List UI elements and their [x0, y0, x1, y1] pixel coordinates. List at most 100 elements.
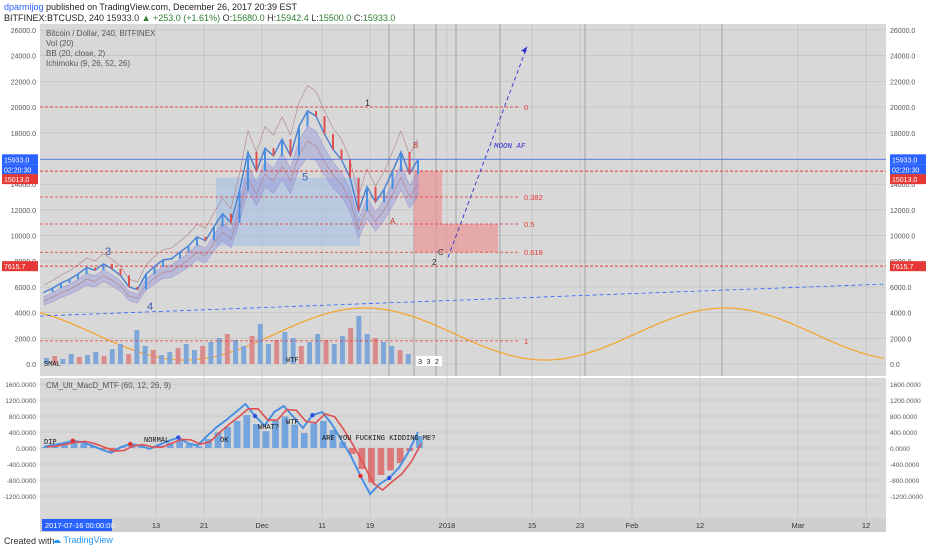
time-axis[interactable] [40, 518, 886, 532]
price-candle [315, 110, 317, 116]
last-price-tag-left-bg [2, 154, 38, 165]
macd-hist-bar [61, 444, 68, 448]
price-candle [68, 279, 71, 284]
price-candle [51, 288, 54, 293]
y-tick-right: 24000.0 [890, 54, 915, 61]
macd-hist-bar [320, 421, 327, 448]
volume-bar [150, 350, 156, 364]
macd-tick-right: 0.0000 [890, 446, 910, 453]
y-tick-right: 26000.0 [890, 28, 915, 35]
price-candle [179, 252, 181, 259]
price-pane[interactable] [40, 24, 886, 376]
x-tick: 12 [696, 521, 704, 530]
upper-level-tag-left-bg [2, 174, 38, 185]
y-tick-left: 4000.0 [15, 311, 37, 318]
wave-4: 4 [147, 301, 153, 313]
bb-lower [43, 140, 419, 301]
price-candle [162, 259, 164, 267]
y-tick-right: 6000.0 [890, 285, 912, 292]
volume-bar [405, 354, 411, 364]
price-candle [383, 189, 385, 203]
cross-dot [176, 435, 181, 440]
volume-bar [331, 344, 337, 364]
volume-bar [142, 346, 148, 364]
y-tick-left: 12000.0 [11, 208, 36, 215]
countdown-tag-left: 02:20:30 [4, 167, 31, 174]
macd-hist-bar [416, 436, 423, 448]
macd-hist-bar [214, 432, 222, 448]
macd-hist-bar [262, 431, 270, 448]
low-value: 15500.0 [318, 13, 352, 23]
macd-hist-bar [272, 421, 279, 448]
macd-hist-bar [42, 447, 49, 448]
price-candle [230, 213, 232, 223]
y-tick-right: 20000.0 [890, 105, 915, 112]
price-candle [153, 266, 156, 275]
price-candle [102, 263, 105, 271]
close-value: 15933.0 [362, 13, 396, 23]
volume-bar [241, 346, 247, 364]
sine-line [39, 307, 885, 361]
price-candle [85, 267, 88, 275]
tradingview-logo[interactable]: ☁ TradingView [52, 535, 113, 545]
macd-hist-bar [310, 423, 318, 448]
x-tick: Dec [255, 521, 269, 530]
price-candle [306, 110, 309, 127]
lower-level-tag-left-bg [2, 261, 38, 272]
macd-tick-right: 800.0000 [890, 414, 917, 421]
low-label: L: [311, 13, 319, 23]
vol-note-1: SMAL [44, 361, 61, 369]
price-candle [323, 116, 326, 135]
volume-bar [364, 334, 370, 364]
volume-bar [257, 324, 263, 364]
y-tick-left: 26000.0 [11, 28, 36, 35]
wave-c: C [438, 248, 444, 257]
macd-hist-bar [176, 440, 183, 448]
wave-1: 1 [365, 98, 370, 108]
volume-bar [52, 356, 58, 364]
volume-bar [224, 334, 230, 364]
fib-label: 0.382 [524, 193, 543, 202]
y-tick-left: 24000.0 [11, 54, 36, 61]
macd-hist-bar [166, 442, 174, 448]
fib-label: 0.618 [524, 248, 543, 257]
y-tick-left: 14000.0 [11, 182, 36, 189]
macd-hist-bar [253, 424, 260, 448]
legend-bb: BB (20, close, 2) [46, 49, 105, 58]
x-tick: 2018 [439, 521, 456, 530]
volume-bar [323, 340, 329, 364]
price-candle [187, 245, 190, 253]
annotations: MOON AF 1 3 4 5 A B C2 SMAL WTF 3 3 2 [44, 46, 528, 369]
macd-hist-bar [185, 444, 193, 448]
upper-level-tag-right-bg [890, 174, 926, 185]
macd-tick-left: 800.0000 [9, 414, 36, 421]
close-label: C: [353, 13, 363, 23]
fib-levels: 0 0.382 0.5 0.618 1 [40, 103, 886, 346]
price-candle [357, 177, 360, 212]
legend-macd: CM_Ult_MacD_MTF (60, 12, 26, 9) [46, 381, 171, 390]
volume-bar [208, 342, 214, 364]
volume-bar [85, 355, 90, 364]
chart-header: dparmijog published on TradingView.com, … [0, 0, 932, 24]
price-candle [349, 159, 351, 178]
countdown-tag-right-bg [890, 164, 926, 175]
volume-bar [76, 357, 82, 364]
y-tick-right: 2000.0 [890, 336, 912, 343]
moon-arrow-head [521, 46, 527, 53]
symbol-name[interactable]: BITFINEX:BTCUSD, 240 [4, 13, 105, 23]
macd-tick-right: 1600.0000 [890, 382, 921, 389]
price-candle [119, 268, 122, 276]
y-tick-right: 4000.0 [890, 311, 912, 318]
moon-arrow [447, 46, 528, 258]
volume-bar [290, 338, 296, 364]
volume-bar [372, 338, 378, 364]
macd-hist-bar [205, 439, 212, 448]
volume-bar [348, 328, 354, 364]
volume-bar [60, 359, 66, 364]
symbol-line: BITFINEX:BTCUSD, 240 15933.0 ▲ +253.0 (+… [4, 13, 395, 23]
moon-label: MOON AF [494, 143, 526, 151]
price-candle [340, 149, 343, 160]
author-link[interactable]: dparmijog [4, 2, 44, 12]
volume-bar [118, 344, 123, 364]
